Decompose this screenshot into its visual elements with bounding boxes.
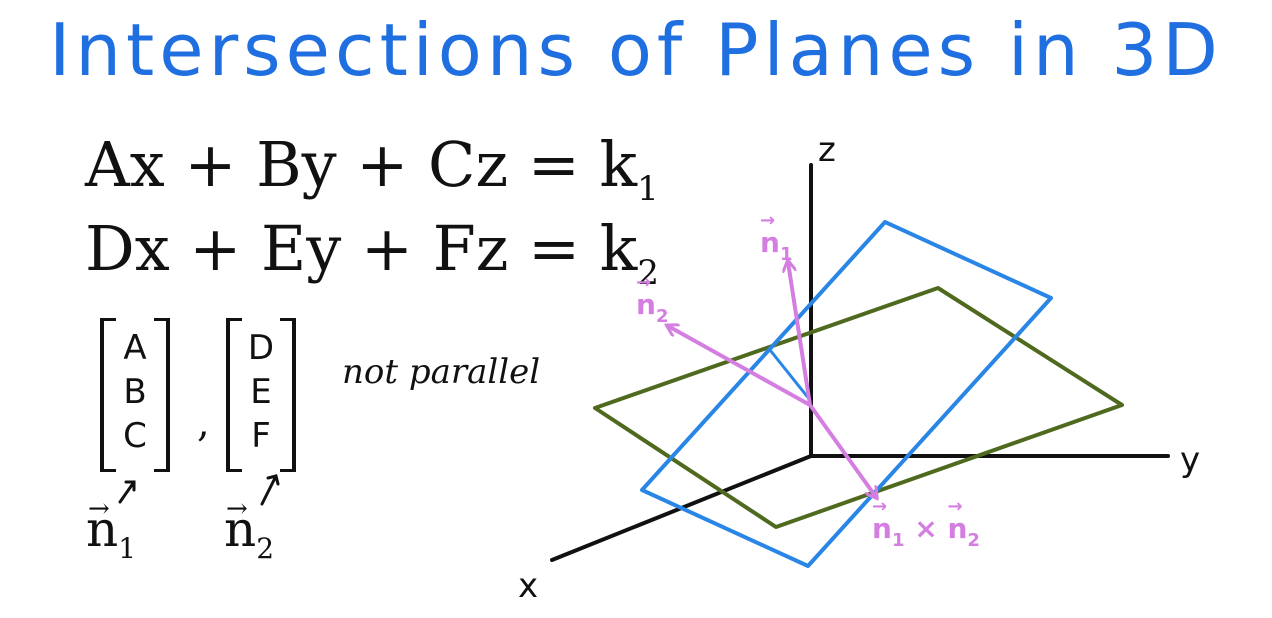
not-parallel-note: not parallel [342,352,541,392]
equation-1-lhs: Ax + By + Cz = k [85,128,638,201]
vector-arrow-icon: → [760,210,776,231]
right-bracket [280,318,296,472]
vector-entry: B [123,372,147,412]
z-axis-label: z [818,130,836,170]
equation-2: Dx + Ey + Fz = k2 [85,212,659,293]
pointer-arrow-icon [260,474,280,506]
vector-entry: C [123,416,147,456]
page-title: Intersections of Planes in 3D [49,8,1223,92]
vector-entry: E [250,372,272,412]
vector-name: n [636,288,656,321]
vector-name: n [86,500,119,558]
vector-subscript: 2 [967,530,980,551]
plane-1 [640,220,1053,568]
normal-vector-2-column: D E F [226,318,296,472]
normal-n2-arrow [668,326,812,407]
equation-2-lhs: Dx + Ey + Fz = k [85,212,638,285]
vector-2-entries: D E F [226,326,296,458]
cross-product-label: → n1 × → n2 [872,496,980,551]
equation-2-subscript: 2 [637,253,659,293]
vector-subscript: 1 [891,530,905,551]
vector-subscript: 2 [256,532,275,565]
normal-n1-arrow [788,262,812,407]
vector-subscript: 2 [655,306,669,327]
vector-subscript: 1 [118,532,137,565]
vector-1-entries: A B C [100,326,170,458]
vector-arrow-icon: → [947,496,963,517]
normal-n2-label: → n2 [636,272,669,327]
right-bracket [154,318,170,472]
vector-arrow-icon: → [636,272,652,293]
normal-n1-label: → n1 [760,210,793,265]
vector-arrow-icon: → [88,494,110,524]
vector-name: n [224,500,257,558]
vector-name: n [947,512,968,545]
vector-entry: A [123,328,147,368]
cross-product-arrow [808,403,876,497]
pointer-arrow-icon [118,480,136,504]
normal-vector-1-column: A B C [100,318,170,472]
intersection-hint [768,349,812,401]
vector-name-n2: → n2 [224,494,275,565]
left-bracket [226,318,242,472]
vector-separator: , [197,400,210,446]
vector-entry: F [251,416,271,456]
vector-arrow-icon: → [872,496,888,517]
plane-2 [593,286,1124,529]
left-bracket [100,318,116,472]
vector-subscript: 1 [779,244,793,265]
vector-entry: D [247,328,275,368]
x-axis-label: x [518,566,539,606]
vector-name: n [872,512,892,545]
vector-name-n1: → n1 [86,494,137,565]
equation-1-subscript: 1 [637,169,659,209]
cross-operator: × [914,512,938,545]
vector-arrow-icon: → [226,494,248,524]
vector-name: n [760,226,780,259]
equation-1: Ax + By + Cz = k1 [85,128,659,209]
y-axis-label: y [1180,440,1201,480]
